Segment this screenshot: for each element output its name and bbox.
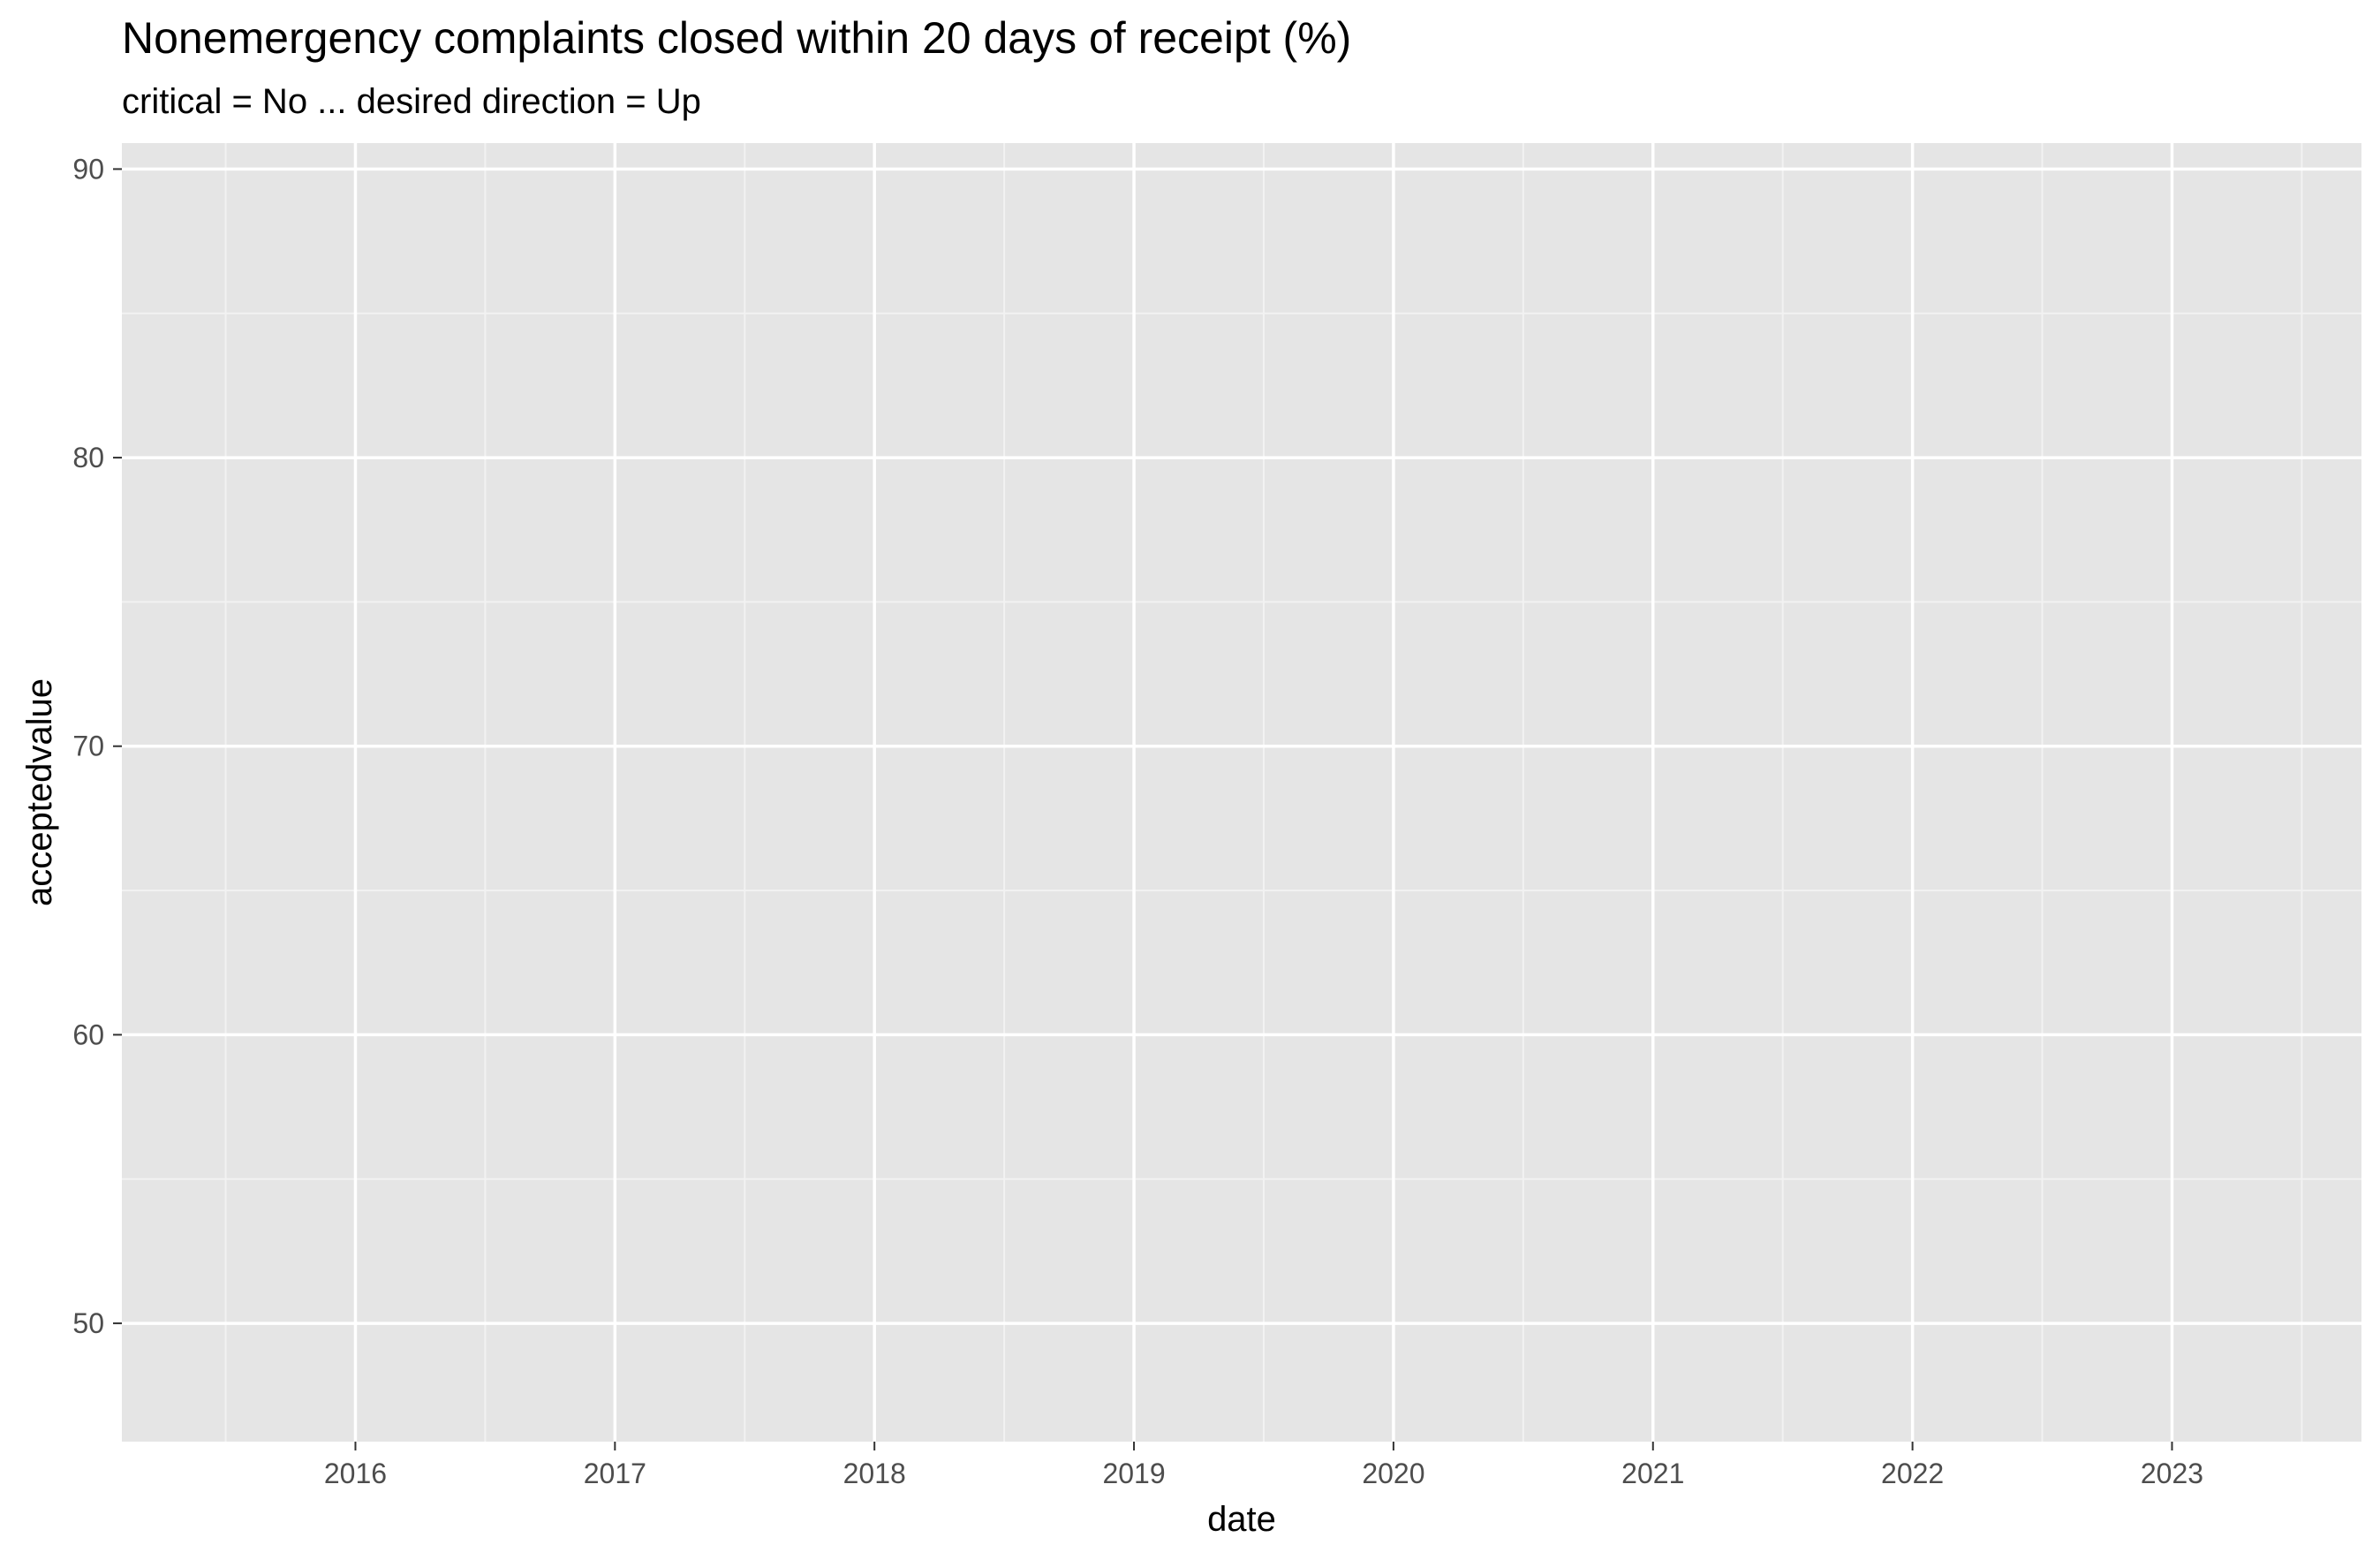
grid-minor-x — [224, 143, 2303, 1442]
x-tick-label: 2019 — [1102, 1458, 1165, 1489]
chart-title: Nonemergency complaints closed within 20… — [122, 13, 1351, 63]
chart-subtitle: critical = No ... desired direction = Up — [122, 82, 701, 121]
grid-major-x — [353, 143, 2174, 1442]
plot-panel — [122, 143, 2361, 1442]
y-tick-label: 50 — [72, 1307, 104, 1339]
y-tick-label: 60 — [72, 1019, 104, 1050]
x-tick-label: 2021 — [1621, 1458, 1684, 1489]
y-axis: 50 60 70 80 90 — [72, 153, 122, 1339]
x-tick-label: 2017 — [584, 1458, 646, 1489]
y-tick-label: 70 — [72, 731, 104, 762]
x-axis-title: date — [1207, 1500, 1276, 1539]
x-axis: 2016 2017 2018 2019 2020 2021 2022 2023 — [324, 1442, 2203, 1489]
x-tick-label: 2016 — [324, 1458, 387, 1489]
y-axis-title: acceptedvalue — [20, 678, 59, 906]
x-tick-label: 2022 — [1881, 1458, 1944, 1489]
y-tick-label: 80 — [72, 442, 104, 473]
x-tick-label: 2020 — [1362, 1458, 1424, 1489]
x-tick-label: 2023 — [2141, 1458, 2203, 1489]
y-tick-label: 90 — [72, 153, 104, 185]
grid-minor-y — [122, 312, 2361, 1180]
grid-major-y — [122, 167, 2361, 1325]
x-tick-label: 2018 — [843, 1458, 906, 1489]
